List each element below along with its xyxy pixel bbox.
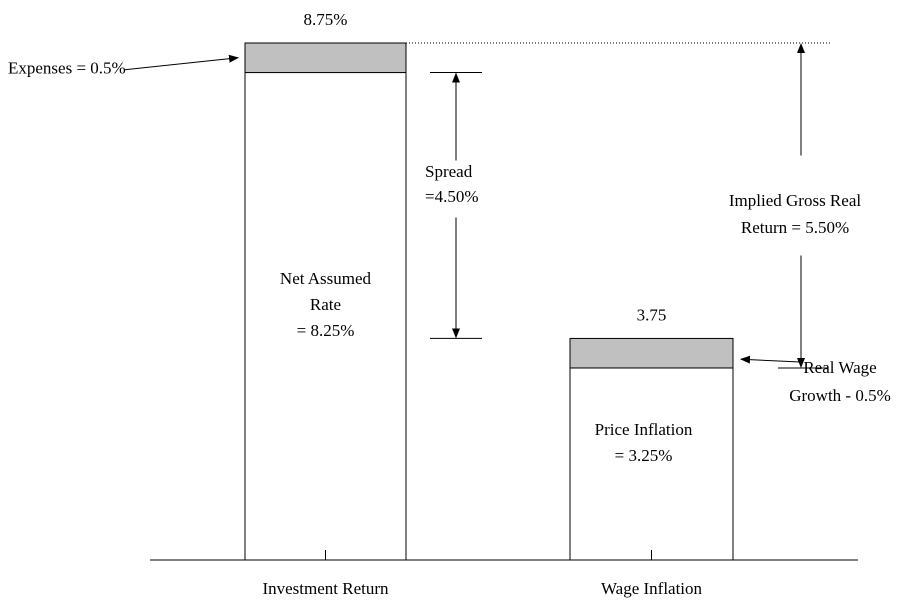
bar-segment [569, 337, 734, 369]
annotation-text: Spread [425, 162, 473, 181]
annotation-text: Rate [310, 295, 341, 314]
x-tick-label: Investment Return [262, 579, 389, 598]
bar-segment [569, 367, 734, 561]
annotation-text: = 3.25% [615, 446, 673, 465]
annotation-text: =4.50% [425, 187, 479, 206]
annotation-text: Real Wage [803, 358, 876, 377]
total-label: 8.75% [304, 10, 348, 29]
annotation-text: Price Inflation [595, 420, 693, 439]
annotation-text: Growth - 0.5% [789, 386, 891, 405]
bar-segment [244, 42, 407, 74]
annotation-text: Return = 5.50% [741, 218, 849, 237]
annotation-text: Expenses = 0.5% [8, 59, 126, 78]
x-tick-label: Wage Inflation [601, 579, 703, 598]
annotation-text: = 8.25% [297, 321, 355, 340]
total-label: 3.75 [637, 305, 667, 324]
bar-segment [244, 72, 407, 561]
arrow [124, 54, 239, 71]
annotation-text: Net Assumed [280, 269, 372, 288]
annotation-text: Implied Gross Real [729, 191, 861, 210]
arrow [740, 355, 801, 364]
